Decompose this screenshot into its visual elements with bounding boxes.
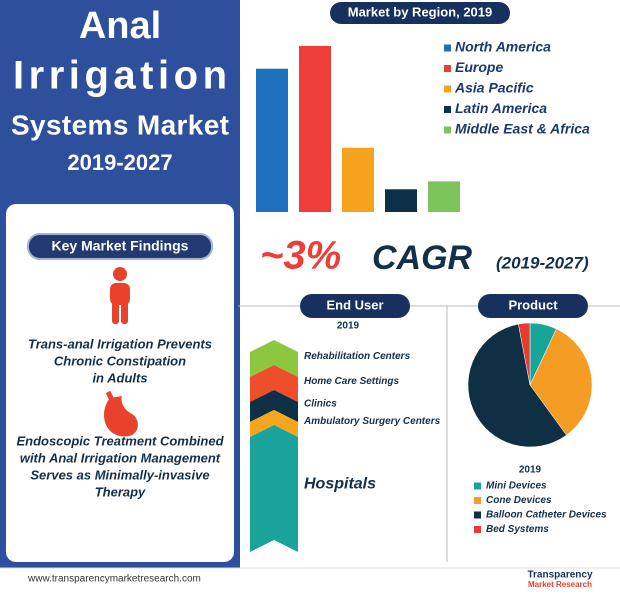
funnel-segment	[250, 340, 298, 377]
funnel-label: Rehabilitation Centers	[304, 351, 411, 362]
funnel-segment	[250, 390, 298, 422]
legend-label: Asia Pacific	[454, 80, 534, 96]
title-line: Irrigation	[13, 54, 227, 98]
finding-text: with Anal Irrigation Management	[20, 450, 221, 465]
legend-swatch	[474, 511, 481, 519]
legend-label: Bed Systems	[486, 524, 549, 535]
legend-swatch	[474, 482, 481, 490]
legend-swatch	[444, 106, 451, 113]
findings-box	[6, 204, 234, 562]
pie-slice	[518, 322, 531, 386]
bar	[385, 189, 417, 212]
legend-swatch	[474, 497, 481, 504]
pie-slice	[467, 323, 567, 448]
stomach-icon	[104, 390, 138, 437]
legend-swatch	[474, 526, 481, 533]
person-icon	[110, 267, 130, 324]
legend-label: Balloon Catheter Devices	[486, 510, 607, 521]
title-line: Anal	[79, 5, 161, 47]
cagr-label: CAGR	[372, 239, 473, 277]
legend-label: Mini Devices	[486, 481, 547, 492]
footer-url: www.transparencymarketresearch.com	[27, 574, 201, 585]
funnel-segment	[250, 365, 298, 402]
cagr-value: ~3%	[260, 234, 341, 278]
title-line: Systems Market	[11, 109, 229, 140]
legend-swatch	[444, 65, 451, 72]
product-year: 2019	[519, 465, 542, 476]
logo-text: Transparency	[527, 570, 592, 581]
product-title: Product	[508, 297, 558, 312]
title-period: 2019-2027	[67, 150, 172, 175]
funnel-segment	[250, 425, 298, 552]
findings-title: Key Market Findings	[52, 238, 189, 254]
finding-text: Serves as Minimally-invasive	[30, 467, 209, 482]
legend-swatch	[444, 126, 451, 134]
end-user-pill	[300, 294, 410, 318]
legend-label: Latin America	[455, 100, 547, 116]
finding-text: Trans-anal Irrigation Prevents	[28, 336, 212, 351]
region-title: Market by Region, 2019	[348, 4, 493, 19]
legend-swatch	[444, 85, 451, 93]
bar	[428, 181, 460, 212]
legend-label: Europe	[455, 59, 503, 75]
funnel-label: Ambulatory Surgery Centers	[303, 416, 441, 427]
funnel-label: Clinics	[304, 399, 337, 410]
finding-text: Endoscopic Treatment Combined	[16, 433, 224, 448]
end-user-title: End User	[326, 297, 383, 312]
legend-swatch	[444, 44, 451, 52]
end-user-year: 2019	[337, 321, 360, 332]
finding-text: in Adults	[92, 370, 147, 385]
funnel-label: Home Care Settings	[304, 376, 399, 387]
bar	[299, 45, 331, 212]
logo-text: Market Research	[528, 580, 592, 589]
finding-text: Chronic Constipation	[54, 353, 186, 368]
legend-label: Middle East & Africa	[455, 121, 590, 137]
funnel-segment	[250, 410, 298, 437]
funnel-label: Hospitals	[304, 476, 376, 493]
region-pill	[330, 2, 510, 24]
bar	[342, 147, 374, 212]
product-pill	[478, 294, 588, 318]
findings-pill	[27, 233, 213, 260]
cagr-period: (2019-2027)	[496, 253, 589, 272]
legend-label: Cone Devices	[486, 495, 552, 506]
bar	[256, 68, 288, 213]
finding-text: Therapy	[95, 484, 146, 499]
legend-label: North America	[455, 39, 551, 55]
pie-slice	[529, 328, 593, 436]
